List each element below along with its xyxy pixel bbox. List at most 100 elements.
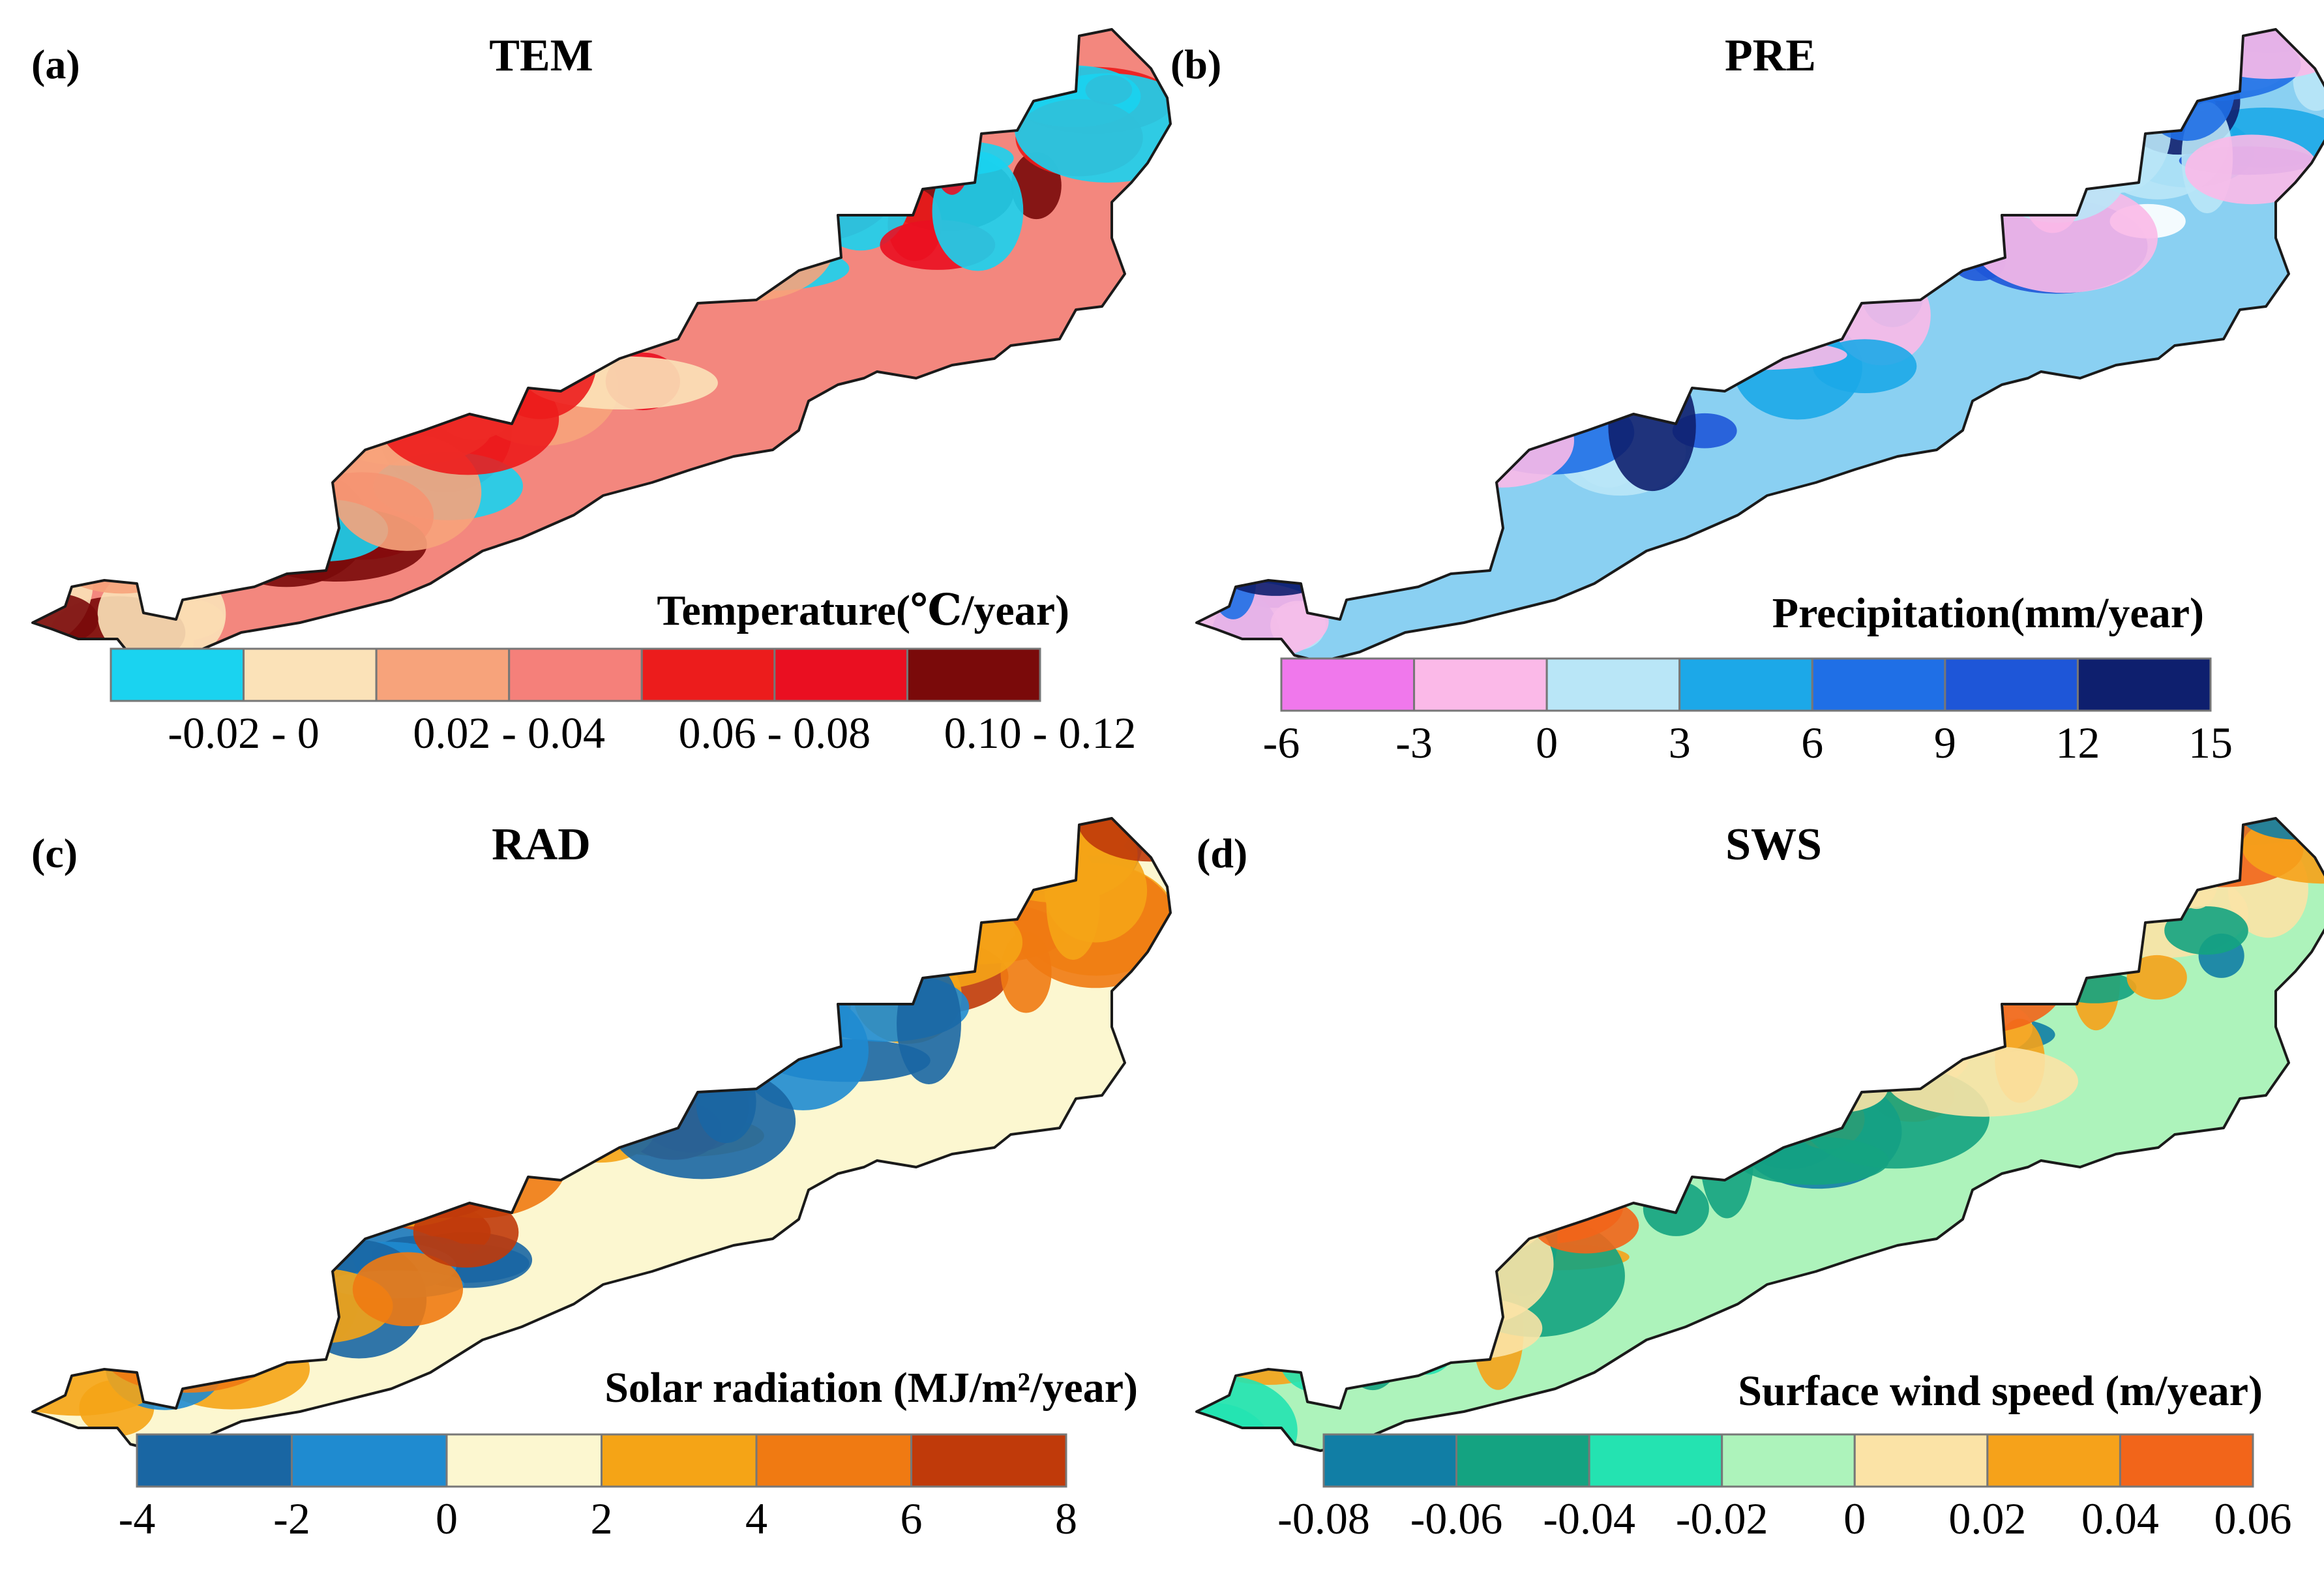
- colorbar-swatch: [2076, 657, 2212, 712]
- colorbar-tick: -6: [1263, 718, 1300, 767]
- colorbar-tick: 4: [745, 1494, 767, 1543]
- map-patch: [153, 1328, 310, 1410]
- map-patch: [670, 1037, 719, 1083]
- colorbar-swatch: [291, 1433, 448, 1488]
- colorbar-tick: -0.02: [1676, 1494, 1768, 1543]
- map-patch: [490, 1080, 618, 1171]
- map-background: [1197, 29, 2324, 662]
- map-patch: [1917, 979, 2009, 1039]
- map-patch: [891, 868, 979, 913]
- map-patch: [2031, 918, 2080, 977]
- colorbar-tick: 0.06 - 0.08: [679, 708, 871, 758]
- colorbar-tick: -4: [119, 1494, 156, 1543]
- region-map: [1195, 817, 2324, 1452]
- map-patch: [1222, 538, 1294, 571]
- map-patch: [136, 467, 254, 559]
- map-patch: [137, 471, 330, 506]
- map-patch: [1793, 231, 1908, 306]
- map-patch: [1836, 945, 1968, 1017]
- map-patch: [276, 445, 318, 503]
- map-patch: [134, 449, 231, 563]
- colorbar-swatch: [136, 1433, 293, 1488]
- colorbar: -0.02 - 0 0.02 - 0.04 0.06 - 0.08 0.10 - 0.…: [110, 647, 1136, 758]
- map-patch: [1880, 198, 1967, 276]
- colorbar-tick: 6: [1801, 718, 1823, 767]
- map-patch: [2024, 118, 2119, 148]
- map-background: [1197, 818, 2324, 1451]
- map-patch: [1785, 1055, 1862, 1088]
- map-patch: [556, 981, 708, 1087]
- region-map: [31, 28, 1172, 663]
- colorbar-swatch: [1944, 657, 2079, 712]
- map-patch: [1441, 1243, 1493, 1324]
- colorbar-swatch: [755, 1433, 912, 1488]
- colorbar: -6 -3 0 3 6 9 12 15: [1263, 657, 2233, 767]
- colorbar-tick: 0: [1843, 1494, 1866, 1543]
- map-patch: [377, 363, 559, 475]
- map-patch: [2083, 46, 2186, 125]
- map-patch: [1597, 299, 1684, 399]
- colorbar-swatch: [110, 647, 245, 702]
- map-patch: [1328, 400, 1433, 491]
- map-patch: [104, 1316, 271, 1393]
- map-patch: [33, 1438, 136, 1451]
- colorbar-tick: 3: [1669, 718, 1691, 767]
- map-patch: [1197, 1376, 1298, 1451]
- colorbar-tick: -3: [1395, 718, 1433, 767]
- colorbar-tick: -0.08: [1277, 1494, 1370, 1543]
- map-patch: [1886, 1045, 2079, 1117]
- panel-temperature: (a) TEM Temperature(℃/year) -0.02 - 0 0.0…: [31, 28, 1172, 758]
- map-patch: [1389, 1259, 1465, 1375]
- colorbar-tick: 0.06: [2214, 1494, 2292, 1543]
- map-patch: [1986, 124, 2127, 223]
- map-patch: [2081, 857, 2144, 938]
- map-patch: [1388, 1180, 1463, 1269]
- colorbar-swatch: [508, 647, 643, 702]
- map-patch: [1959, 940, 2023, 999]
- map-patch: [146, 1317, 290, 1355]
- colorbar-swatch: [1322, 1433, 1458, 1488]
- map-patch: [1414, 1174, 1457, 1243]
- map-patch: [2270, 0, 2324, 12]
- map-patch: [582, 190, 721, 286]
- map-patch: [2195, 29, 2324, 80]
- map-patch: [288, 496, 342, 535]
- map-patch: [1888, 944, 1976, 1045]
- map-patch: [1401, 1297, 1543, 1359]
- map-patch: [448, 288, 556, 342]
- colorbar-swatch: [1455, 1433, 1590, 1488]
- colorbar-tick: -0.04: [1543, 1494, 1635, 1543]
- map-patch: [2023, 155, 2082, 233]
- map-patch: [624, 223, 709, 303]
- colorbar-swatch: [2119, 1433, 2254, 1488]
- map-patch: [635, 196, 730, 229]
- map-patch: [1388, 1201, 1554, 1326]
- map-patch: [792, 891, 934, 942]
- map-patch: [351, 346, 406, 382]
- map-patch: [1772, 211, 1937, 282]
- map-patch: [651, 188, 835, 303]
- map-background: [33, 818, 1170, 1451]
- map-patch: [1240, 456, 1356, 526]
- map-patch: [483, 299, 597, 419]
- map-patch: [1872, 943, 2063, 1035]
- map-patch: [41, 495, 203, 594]
- map-patch: [589, 1031, 687, 1116]
- colorbar-swatch: [640, 647, 776, 702]
- map-patch: [496, 1031, 659, 1115]
- map-patch: [413, 314, 478, 349]
- panel-title: SWS: [1725, 820, 1822, 870]
- map-patch: [1407, 1215, 1497, 1301]
- colorbar-tick: 9: [1934, 718, 1956, 767]
- map-patch: [301, 344, 471, 374]
- map-patch: [352, 1252, 464, 1327]
- panel-surface-wind-speed: (d) SWS Surface wind speed (m/year) -0.0…: [1195, 817, 2324, 1543]
- map-patch: [1452, 1276, 1495, 1361]
- map-patch: [1740, 1053, 1810, 1108]
- map-patch: [1847, 1050, 1910, 1080]
- map-patch: [897, 962, 961, 1084]
- map-patch: [1197, 1298, 1349, 1386]
- panel-letter: (b): [1170, 41, 1221, 87]
- map-patch: [1659, 261, 1763, 335]
- panel-title: PRE: [1725, 31, 1816, 81]
